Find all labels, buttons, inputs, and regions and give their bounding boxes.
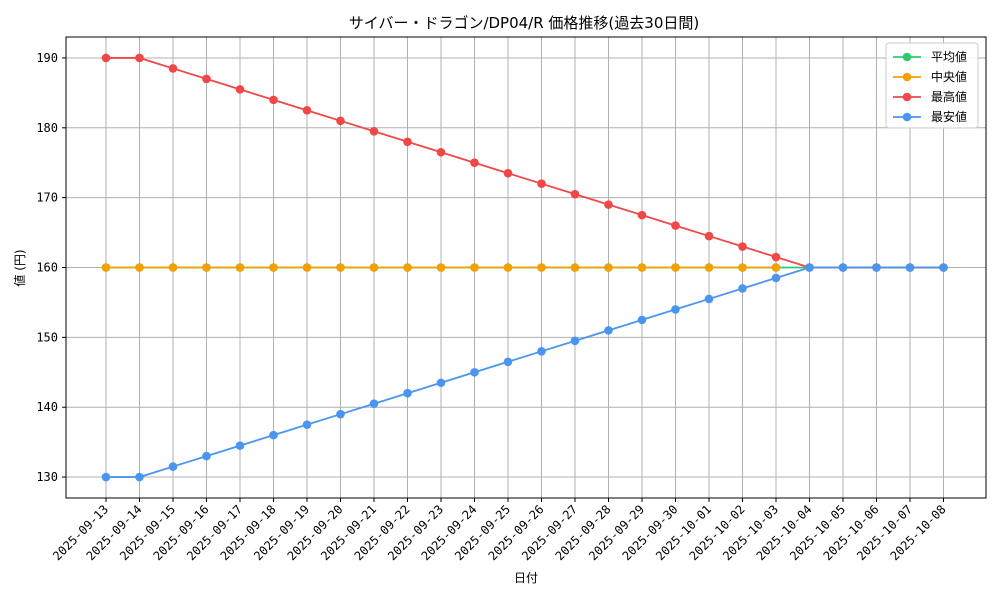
data-point — [436, 263, 446, 272]
data-point — [570, 189, 580, 199]
legend-marker — [902, 112, 912, 122]
data-point — [135, 472, 144, 482]
legend-label: 中央値 — [931, 69, 967, 84]
data-point — [135, 53, 144, 63]
y-tick-label: 130 — [36, 470, 58, 484]
data-point — [403, 137, 412, 147]
data-point — [336, 116, 345, 126]
data-point — [403, 263, 412, 272]
data-point — [336, 409, 345, 419]
data-point — [537, 347, 546, 356]
data-point — [101, 53, 111, 63]
legend-box — [885, 42, 979, 129]
legend-label: 最高値 — [931, 89, 967, 104]
legend-label: 平均値 — [931, 49, 967, 64]
data-point — [604, 200, 613, 209]
data-point — [704, 231, 714, 241]
y-axis-title: 値 (円) — [12, 249, 27, 286]
legend-marker — [902, 52, 912, 62]
y-tick-label: 190 — [36, 51, 58, 65]
data-point — [269, 430, 278, 440]
data-point — [369, 399, 379, 409]
y-tick-label: 140 — [36, 400, 58, 414]
data-point — [939, 263, 948, 272]
data-point — [101, 263, 111, 272]
data-point — [135, 263, 144, 272]
series-line — [106, 57, 944, 269]
data-point — [771, 263, 781, 272]
data-point — [604, 263, 613, 272]
data-point — [671, 221, 680, 230]
data-point — [369, 263, 379, 272]
data-point — [503, 263, 513, 272]
series-4 — [101, 263, 948, 482]
data-point — [470, 158, 479, 168]
data-point — [637, 263, 647, 272]
y-axis: 130 140 150 160 170 180 190 — [36, 51, 66, 484]
data-point — [436, 378, 446, 388]
data-point — [369, 126, 379, 136]
data-point — [470, 263, 479, 272]
data-point — [771, 252, 781, 262]
data-point — [805, 263, 814, 272]
data-point — [771, 273, 781, 283]
data-point — [168, 462, 178, 471]
data-point — [302, 263, 312, 272]
data-point — [403, 388, 412, 398]
data-point — [872, 263, 881, 272]
data-point — [202, 451, 211, 461]
series-3 — [101, 53, 948, 272]
x-axis-title: 日付 — [514, 571, 538, 585]
data-point — [570, 263, 580, 272]
data-point — [336, 263, 345, 272]
data-point — [570, 336, 580, 346]
data-point — [738, 284, 747, 293]
data-point — [738, 263, 747, 272]
data-point — [905, 263, 915, 272]
data-point — [637, 315, 647, 325]
series-layer — [101, 53, 948, 482]
data-point — [235, 263, 245, 272]
data-point — [168, 64, 178, 73]
data-point — [704, 263, 714, 272]
legend-label: 最安値 — [931, 109, 967, 124]
data-point — [202, 74, 211, 84]
data-point — [470, 367, 479, 377]
legend-marker — [902, 92, 912, 102]
data-point — [503, 357, 513, 367]
data-point — [101, 472, 111, 482]
chart-title: サイバー・ドラゴン/DP04/R 価格推移(過去30日間) — [349, 14, 699, 32]
data-point — [269, 263, 278, 272]
data-point — [436, 147, 446, 157]
data-point — [671, 305, 680, 314]
data-point — [235, 441, 245, 450]
data-point — [738, 242, 747, 251]
data-point — [168, 263, 178, 272]
data-point — [537, 263, 546, 272]
legend-marker — [902, 72, 912, 82]
data-point — [202, 263, 211, 272]
data-point — [503, 168, 513, 178]
data-point — [704, 294, 714, 304]
y-tick-label: 180 — [36, 121, 58, 135]
data-point — [302, 106, 312, 115]
data-point — [537, 179, 546, 188]
data-point — [671, 263, 680, 272]
series-line — [106, 266, 944, 478]
series-2 — [101, 263, 781, 272]
y-tick-label: 160 — [36, 261, 58, 275]
data-point — [269, 95, 278, 105]
data-point — [637, 210, 647, 220]
y-tick-label: 150 — [36, 330, 58, 344]
x-axis: 2025-09-132025-09-142025-09-152025-09-16… — [50, 498, 949, 563]
y-tick-label: 170 — [36, 191, 58, 205]
data-point — [838, 263, 848, 272]
data-point — [604, 326, 613, 335]
data-point — [302, 420, 312, 429]
data-point — [235, 85, 245, 94]
